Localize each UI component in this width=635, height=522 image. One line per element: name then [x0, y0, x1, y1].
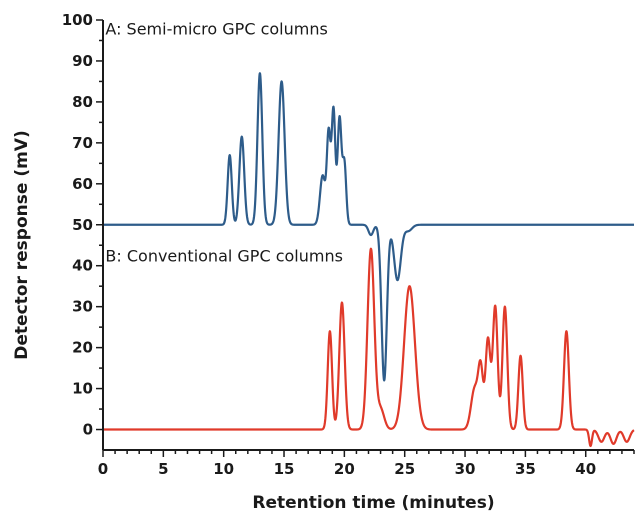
x-tick-label: 20 — [334, 460, 355, 478]
axes-layer — [96, 19, 635, 457]
annotation-b: B: Conventional GPC columns — [105, 247, 343, 266]
y-tick-label: 60 — [72, 175, 93, 193]
x-tick-label: 35 — [515, 460, 536, 478]
y-tick-label: 20 — [72, 339, 93, 357]
x-tick-label: 10 — [213, 460, 234, 478]
x-axis-title: Retention time (minutes) — [252, 493, 494, 513]
x-tick-label: 0 — [98, 460, 108, 478]
series-layer — [102, 72, 635, 448]
y-tick-label: 50 — [72, 216, 93, 234]
x-tick-label: 25 — [394, 460, 415, 478]
y-axis-title: Detector response (mV) — [12, 130, 32, 359]
annotation-a: A: Semi-micro GPC columns — [105, 19, 327, 38]
y-tick-label: 30 — [72, 298, 93, 316]
y-tick-label: 0 — [83, 421, 93, 439]
x-tick-label: 40 — [575, 460, 596, 478]
x-tick-label: 15 — [274, 460, 295, 478]
x-tick-label: 30 — [455, 460, 476, 478]
y-tick-label: 70 — [72, 134, 93, 152]
y-tick-label: 90 — [72, 52, 93, 70]
series-line-b — [102, 247, 635, 448]
labels-layer: 0 5 10 15 20 25 30 35 40 0 10 20 30 40 50 60 70 80 90 100 Re… — [12, 11, 596, 513]
series-line-a — [102, 72, 635, 382]
y-tick-label: 80 — [72, 93, 93, 111]
y-tick-label: 10 — [72, 380, 93, 398]
x-tick-label: 5 — [158, 460, 168, 478]
y-tick-label: 40 — [72, 257, 93, 275]
y-tick-label: 100 — [62, 11, 93, 29]
